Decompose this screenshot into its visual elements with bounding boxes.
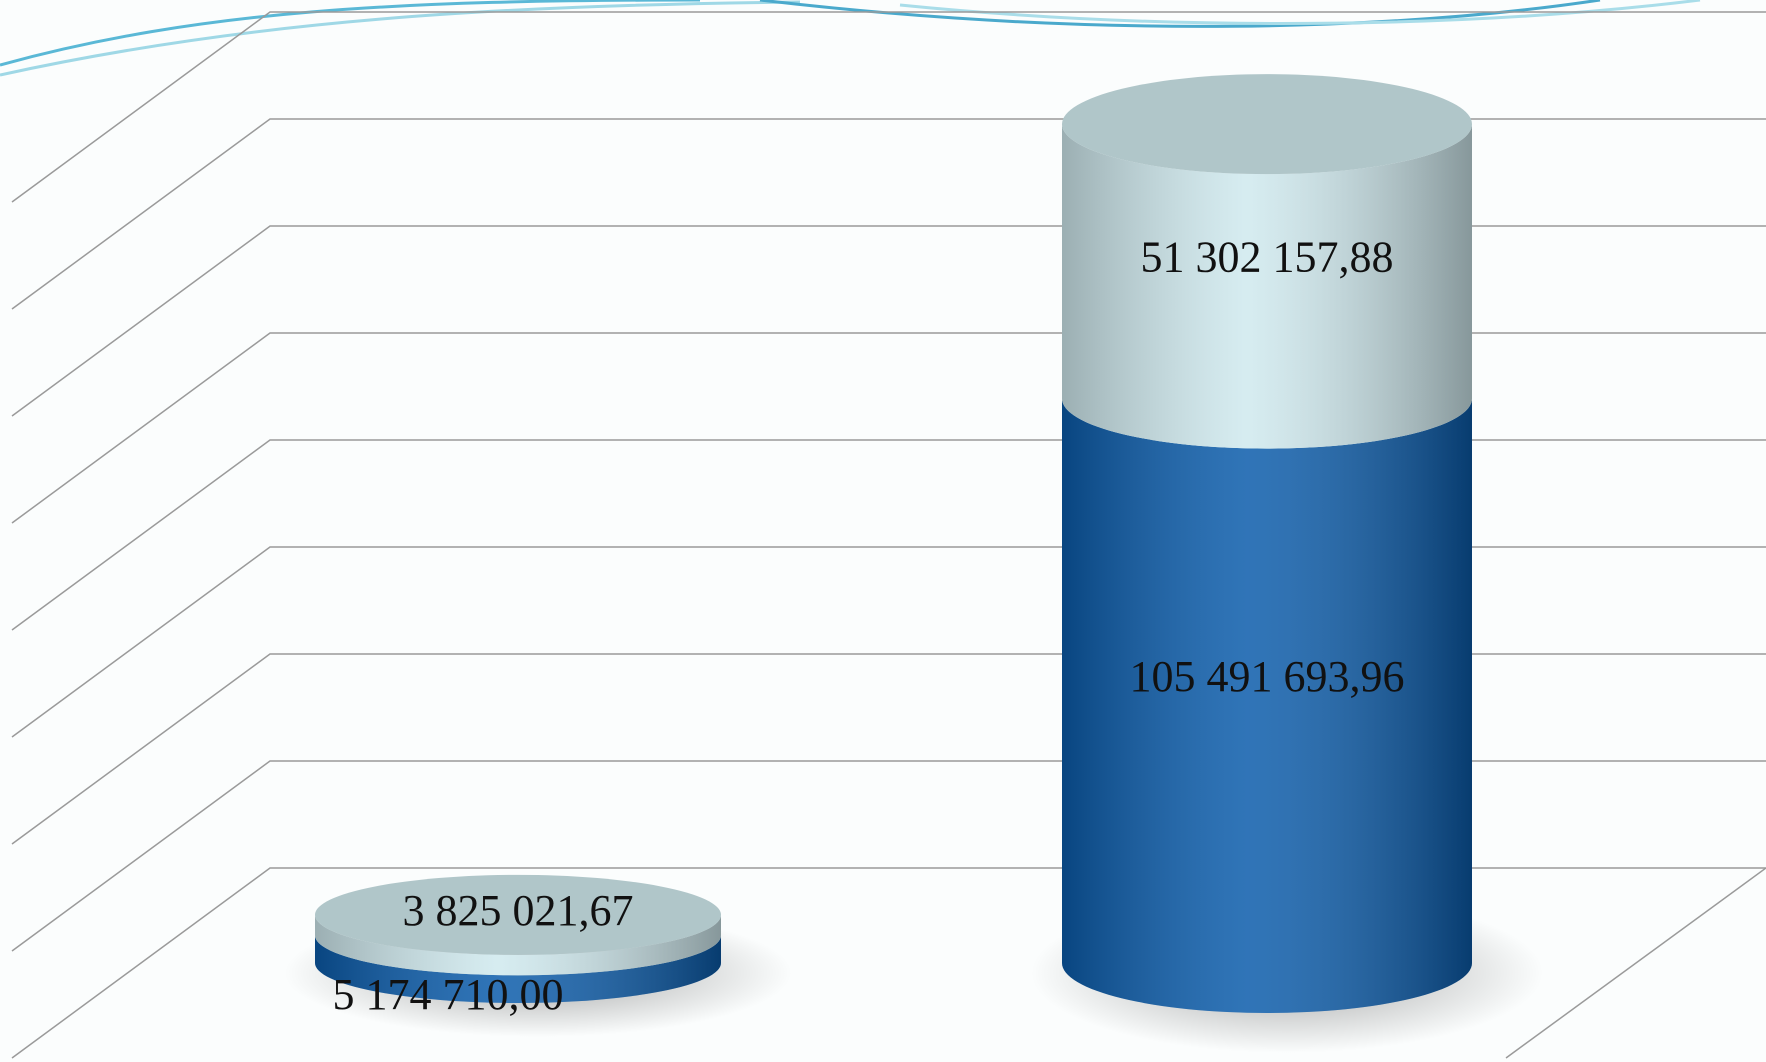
bar-shading: [1062, 398, 1472, 1013]
bars: 5 174 710,00 3 825 021,67 105 491 693,96 51…: [284, 74, 1544, 1053]
bar-shading: [315, 914, 721, 976]
value-label: 105 491 693,96: [1130, 652, 1405, 701]
bar-shading: [315, 935, 721, 1003]
bar-shading: [1062, 124, 1472, 449]
value-label: 51 302 157,88: [1141, 232, 1394, 281]
value-label: 3 825 021,67: [403, 886, 634, 935]
bar-cap: [1062, 74, 1472, 175]
floor-edge: [1505, 867, 1766, 1059]
grid-line: [11, 11, 1766, 203]
value-label: 5 174 710,00: [333, 970, 564, 1019]
grid: [11, 11, 1766, 1059]
bar-cap: [315, 874, 721, 955]
